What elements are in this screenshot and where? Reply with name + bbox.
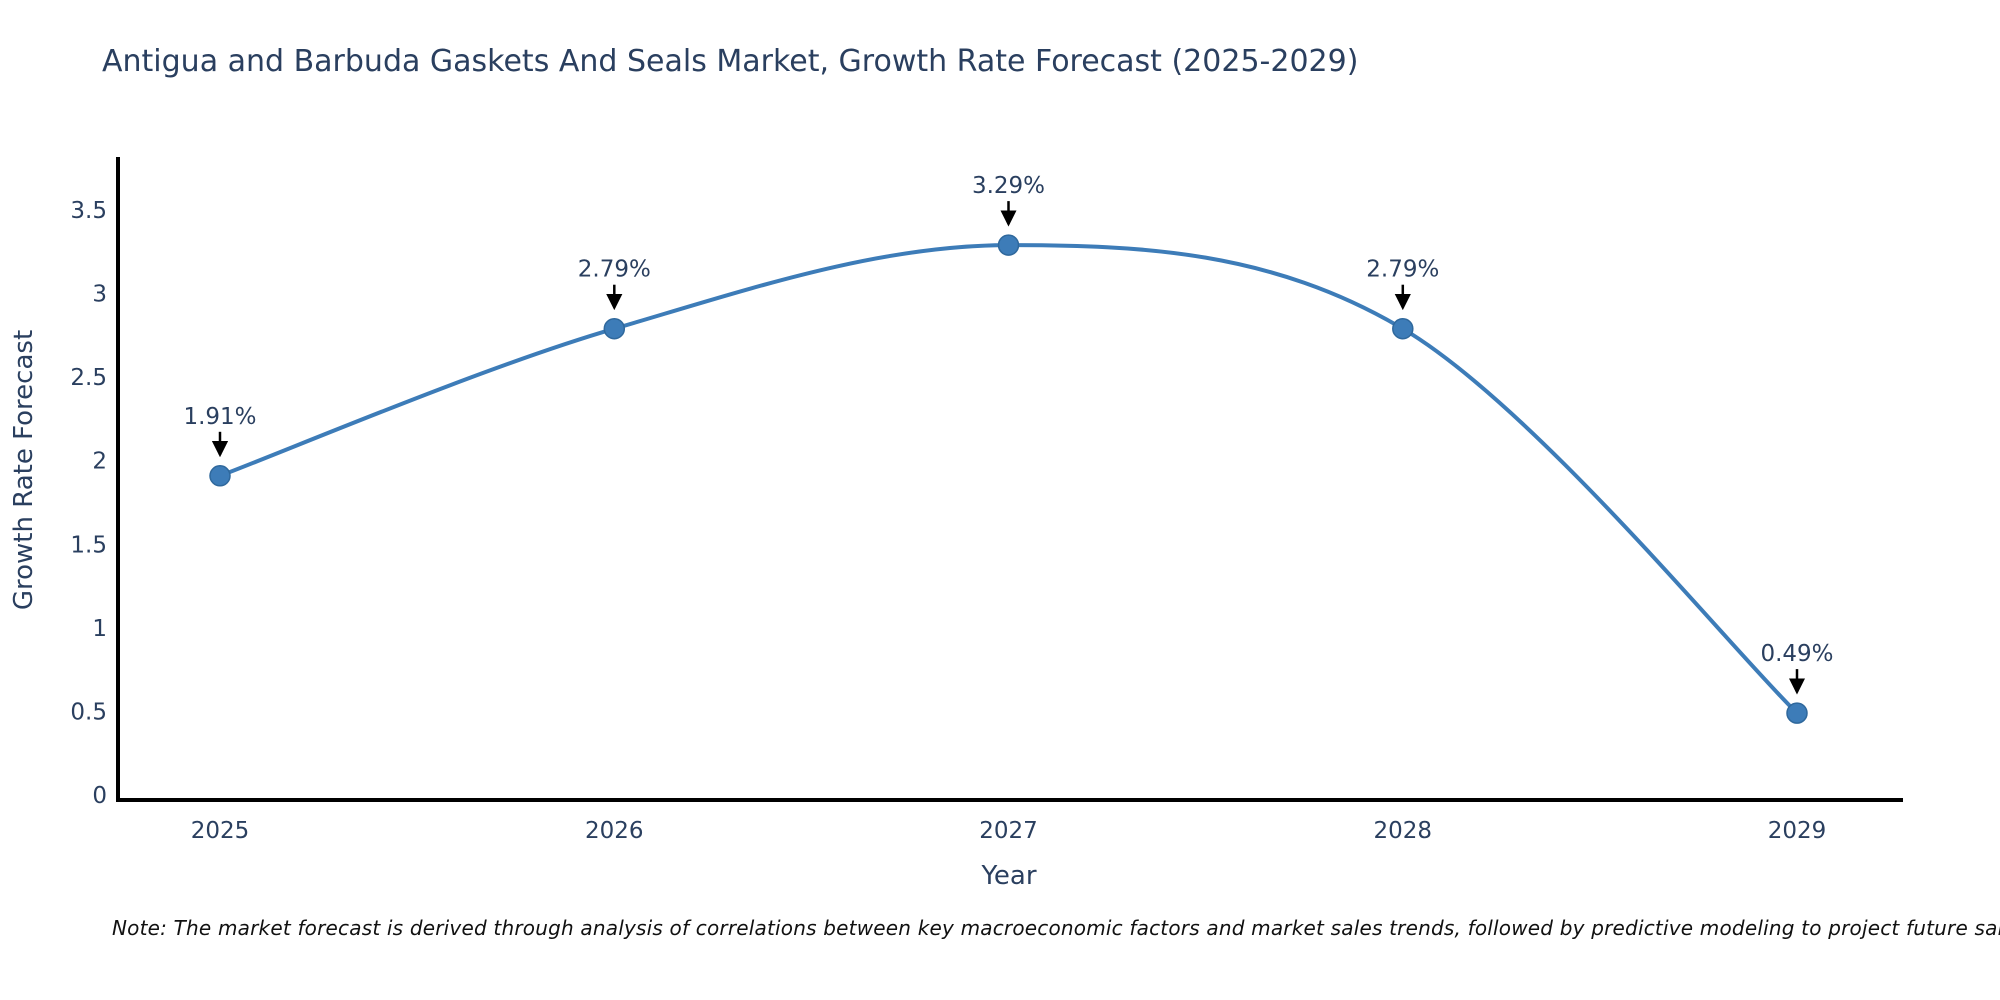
y-tick-label: 1 bbox=[92, 616, 107, 642]
chart-title: Antigua and Barbuda Gaskets And Seals Ma… bbox=[102, 44, 1359, 79]
data-point-marker bbox=[997, 234, 1020, 256]
annotation-label: 1.91% bbox=[183, 404, 256, 430]
x-axis-ticks: 2025 2026 2027 2028 2029 bbox=[191, 818, 1827, 844]
x-tick-label: 2029 bbox=[1768, 818, 1827, 844]
y-tick-label: 2.5 bbox=[70, 365, 107, 391]
series-group bbox=[209, 234, 1808, 724]
x-tick-label: 2025 bbox=[191, 818, 250, 844]
x-tick-label: 2028 bbox=[1374, 818, 1433, 844]
data-point-marker bbox=[1786, 702, 1808, 724]
annotation-label: 2.79% bbox=[1366, 257, 1439, 283]
x-axis-title: Year bbox=[980, 861, 1036, 891]
data-point-marker bbox=[1392, 317, 1414, 340]
y-tick-label: 3 bbox=[92, 282, 107, 308]
trend-line bbox=[219, 243, 1799, 715]
annotation-label: 0.49% bbox=[1760, 641, 1833, 667]
annotation-label: 3.29% bbox=[972, 173, 1045, 199]
y-axis-title: Growth Rate Forecast bbox=[9, 330, 39, 610]
y-tick-label: 1.5 bbox=[70, 532, 107, 558]
data-point-marker bbox=[603, 317, 626, 340]
annotation-label: 2.79% bbox=[578, 257, 651, 283]
y-tick-label: 2 bbox=[92, 449, 107, 475]
data-point-marker bbox=[209, 465, 231, 487]
footnote: Note: The market forecast is derived thr… bbox=[112, 916, 2000, 940]
y-tick-label: 0.5 bbox=[70, 699, 107, 725]
y-tick-label: 3.5 bbox=[70, 198, 107, 224]
x-tick-label: 2026 bbox=[585, 818, 644, 844]
annotations-group: 1.91% 2.79% 3.29% 2.79% 0.49% bbox=[183, 173, 1834, 695]
x-tick-label: 2027 bbox=[979, 818, 1038, 844]
y-axis-ticks: 0 0.5 1 1.5 2 2.5 3 3.5 bbox=[70, 198, 107, 809]
y-tick-label: 0 bbox=[92, 783, 107, 809]
